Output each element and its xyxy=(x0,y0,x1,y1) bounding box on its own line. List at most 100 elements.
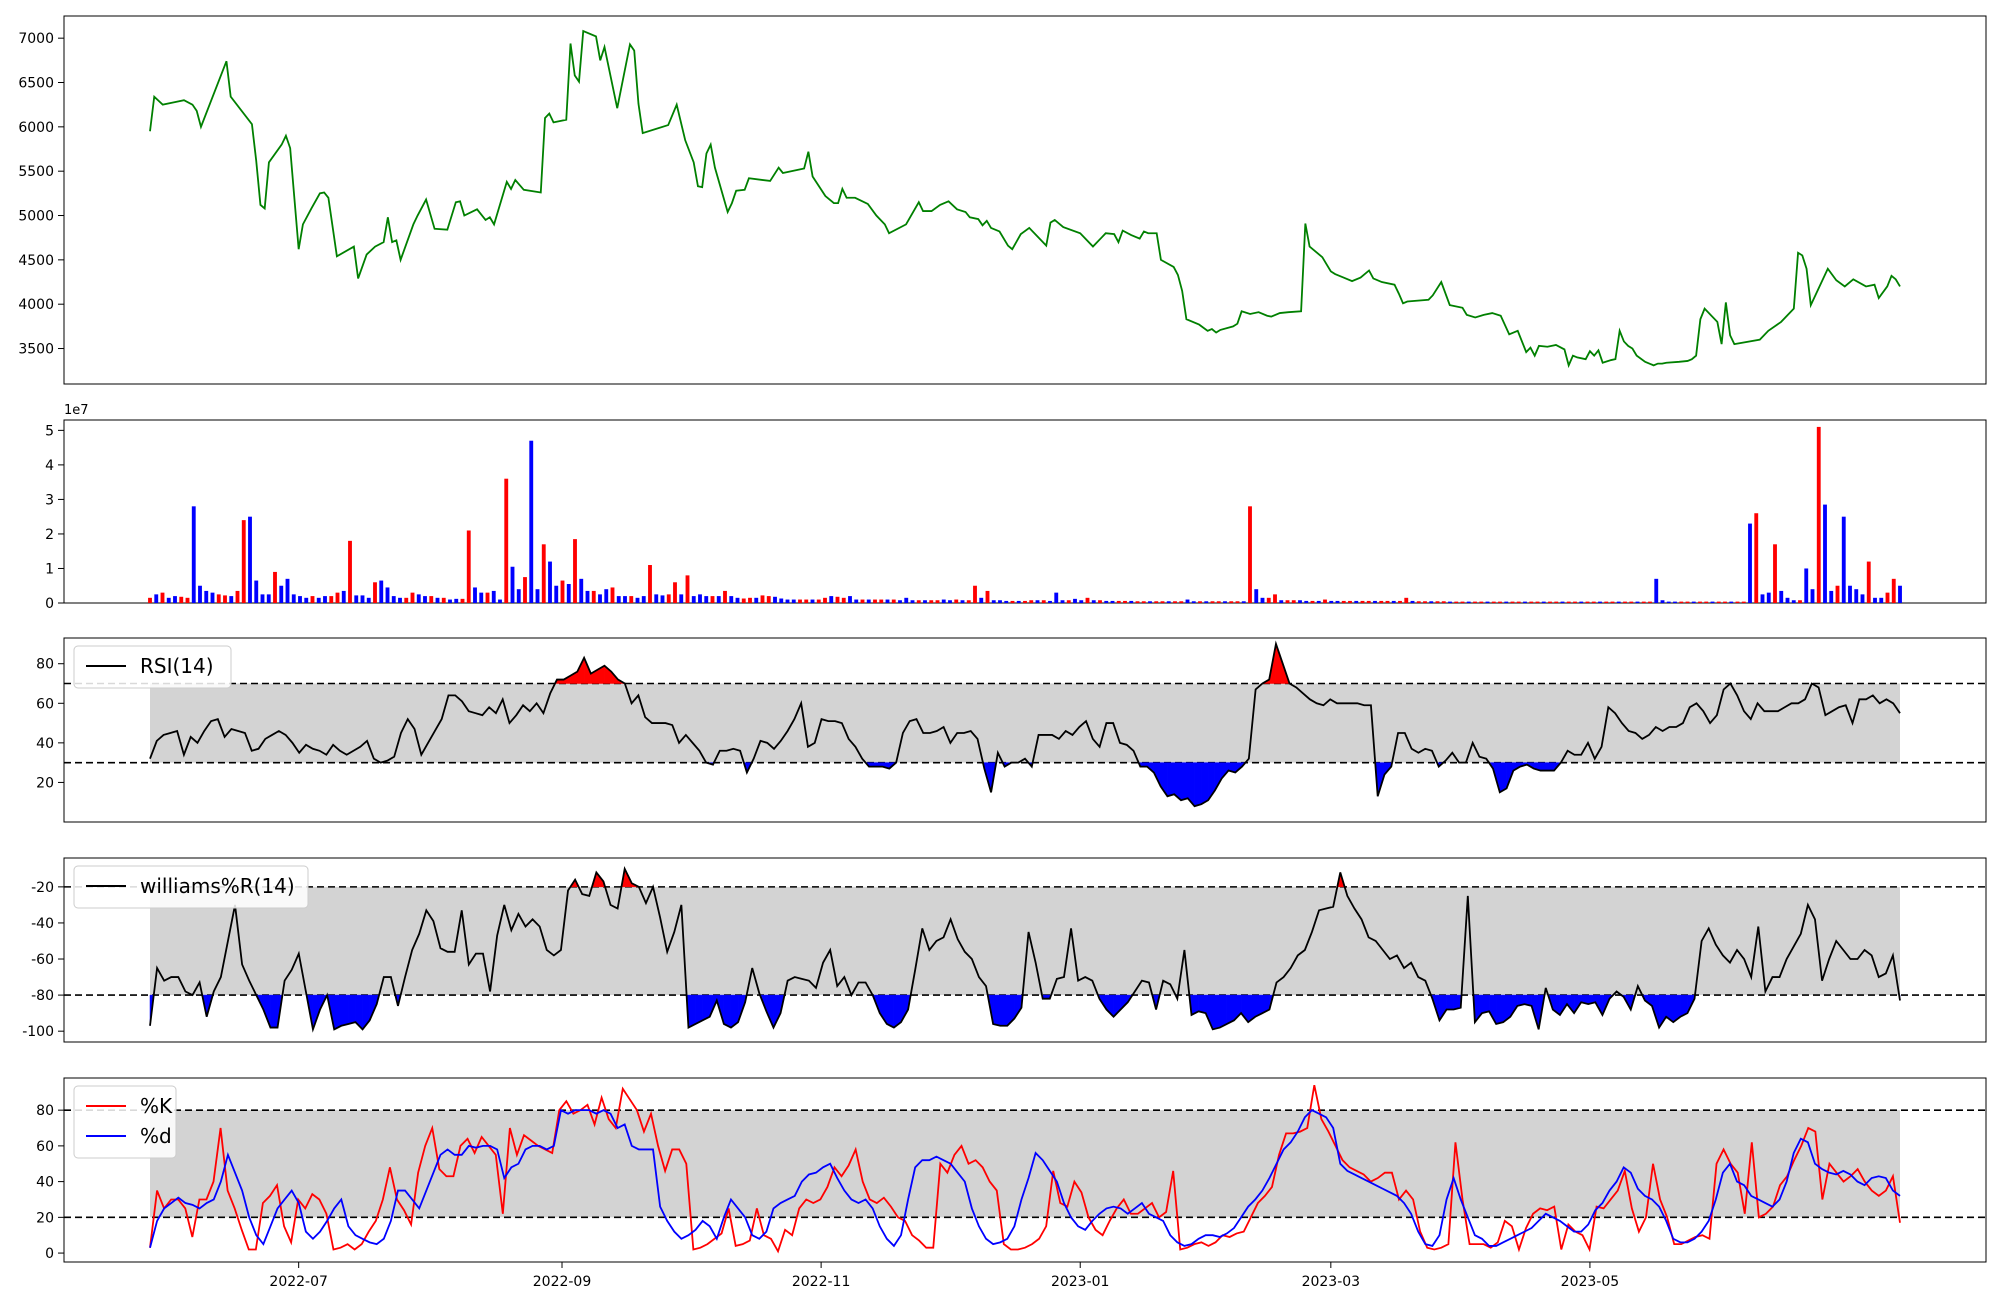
williams-fill xyxy=(1446,994,1454,1010)
volume-bar xyxy=(1779,590,1784,603)
volume-bar xyxy=(1848,585,1852,603)
legend-box xyxy=(73,865,309,909)
volume-bar xyxy=(1229,601,1234,603)
volume-bar xyxy=(341,590,346,603)
volume-bar xyxy=(1073,598,1077,603)
rsi-panel-frame xyxy=(63,637,1987,823)
volume-bar xyxy=(1666,601,1671,603)
volume-bar xyxy=(541,544,546,603)
volume-bar xyxy=(185,597,190,603)
williams-fill xyxy=(766,994,774,1028)
volume-bar xyxy=(691,596,696,603)
volume-bar xyxy=(860,599,865,603)
volume-bar xyxy=(973,585,977,603)
volume-bar xyxy=(498,599,502,603)
volume-bar xyxy=(1410,600,1415,603)
volume-bar xyxy=(1091,600,1096,603)
volume-bar xyxy=(998,600,1002,603)
volume-bar xyxy=(704,596,709,603)
volume-bar xyxy=(679,594,684,603)
volume-bar xyxy=(1179,601,1184,603)
y-tick-label: -20 xyxy=(31,880,54,896)
volume-bar xyxy=(1604,601,1609,603)
volume-bar xyxy=(1879,597,1884,603)
volume-bar xyxy=(1348,600,1352,603)
volume-bar xyxy=(448,599,452,603)
volume-bar xyxy=(535,589,540,603)
volume-bar xyxy=(1316,600,1321,603)
stoch-k-line xyxy=(149,1084,1901,1254)
volume-bar xyxy=(1891,578,1896,603)
volume-bar xyxy=(866,599,871,603)
y-tick-label: 3 xyxy=(45,492,54,508)
volume-bar xyxy=(1379,600,1384,603)
stochastic-legend: %K %d xyxy=(73,1085,177,1159)
volume-bar xyxy=(635,597,640,603)
volume-bar xyxy=(1123,600,1127,603)
volume-bar xyxy=(1748,523,1752,603)
stochastic-panel-frame xyxy=(63,1077,1987,1263)
volume-bar xyxy=(898,600,902,603)
williams-fill xyxy=(992,994,1001,1027)
volume-bar xyxy=(1523,601,1527,603)
volume-bar xyxy=(954,599,959,603)
volume-bar xyxy=(1791,600,1796,603)
volume-bar xyxy=(1823,504,1827,603)
volume-bar xyxy=(435,597,440,603)
volume-bar xyxy=(604,589,609,603)
volume-bar xyxy=(1573,601,1577,603)
volume-bar xyxy=(1485,601,1490,603)
x-tick-label: 2023-03 xyxy=(1302,1274,1361,1290)
volume-bar xyxy=(885,599,890,603)
volume-bar xyxy=(1579,601,1584,603)
volume-bar xyxy=(254,580,259,603)
volume-bar xyxy=(810,599,815,603)
volume-bar xyxy=(260,594,265,603)
volume-bar xyxy=(1135,601,1140,603)
volume-bar xyxy=(1429,601,1434,603)
volume-bar xyxy=(1479,601,1484,603)
volume-bar xyxy=(966,600,971,603)
volume-bar xyxy=(1866,561,1871,603)
rsi-fill xyxy=(1540,762,1548,771)
volume-bar xyxy=(1235,601,1240,603)
volume-bar xyxy=(748,597,752,603)
volume-bar xyxy=(310,596,315,603)
williams-fill xyxy=(886,994,895,1028)
rsi-fill xyxy=(1275,643,1284,684)
volume-bar xyxy=(385,587,390,603)
volume-bar xyxy=(1673,601,1677,603)
volume-bar xyxy=(554,585,559,603)
volume-bar xyxy=(166,597,171,603)
y-tick-label: 0 xyxy=(45,1246,54,1262)
price-y-axis: 3500 4000 4500 5000 5500 6000 6500 7000 xyxy=(18,31,64,358)
volume-bar xyxy=(991,600,996,603)
volume-bar xyxy=(823,597,827,603)
volume-bar xyxy=(323,596,327,603)
y-tick-label: -40 xyxy=(31,916,54,932)
volume-bar xyxy=(1635,601,1640,603)
williams-legend: williams%R(14) xyxy=(73,865,309,909)
volume-bar xyxy=(873,599,877,603)
volume-bar xyxy=(573,539,577,603)
volume-bar xyxy=(1548,601,1552,603)
williams-fill xyxy=(695,994,703,1025)
volume-bar xyxy=(1860,594,1865,603)
williams-fill xyxy=(900,994,909,1024)
volume-bar xyxy=(1610,601,1615,603)
volume-bar xyxy=(441,597,446,603)
volume-bar xyxy=(529,440,534,603)
volume-bar xyxy=(1166,601,1171,603)
volume-bar xyxy=(1029,600,1034,603)
volume-bar xyxy=(1629,601,1634,603)
volume-bar xyxy=(266,594,271,603)
volume-bar xyxy=(423,596,427,603)
volume-bar xyxy=(716,596,721,603)
volume-bar xyxy=(1873,597,1877,603)
price-panel-frame xyxy=(63,15,1987,385)
volume-bar xyxy=(473,587,477,603)
volume-bar xyxy=(510,566,515,603)
volume-bar xyxy=(191,506,196,603)
volume-bar xyxy=(1460,601,1465,603)
y-tick-label: 3500 xyxy=(18,342,54,358)
